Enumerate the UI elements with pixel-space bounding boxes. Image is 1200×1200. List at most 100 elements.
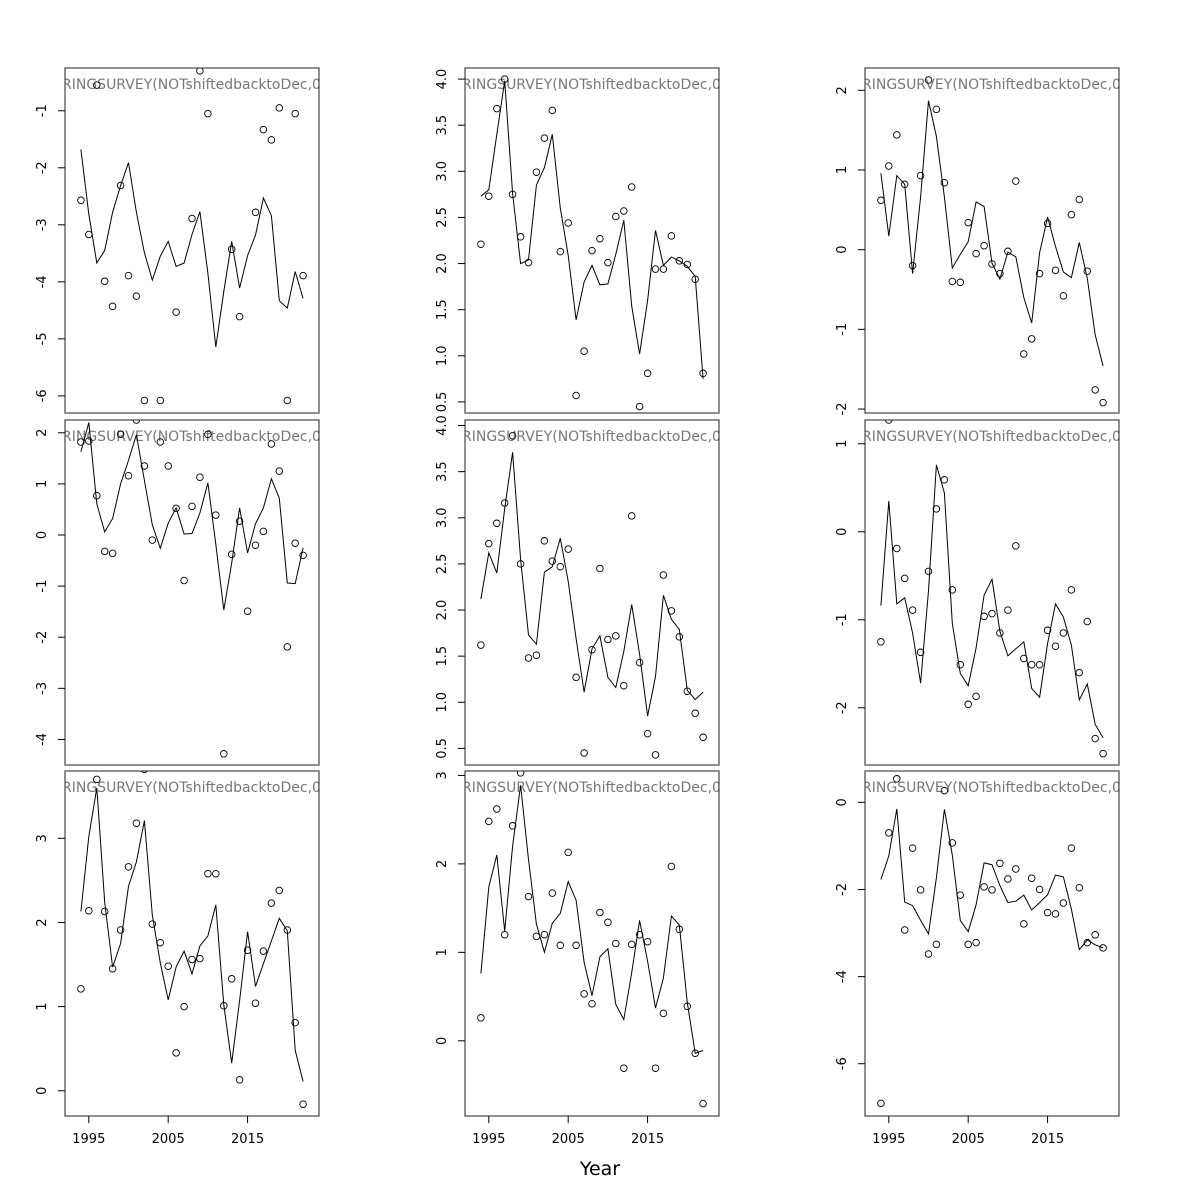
data-point bbox=[972, 249, 980, 258]
panel-frame bbox=[464, 67, 720, 414]
data-point bbox=[291, 539, 299, 547]
data-point bbox=[172, 308, 180, 316]
data-point bbox=[932, 940, 941, 949]
panel-content: RINGSURVEY(NOTshiftedbacktoDec,0sa bbox=[465, 771, 719, 1108]
data-point bbox=[77, 438, 85, 446]
fitted-line bbox=[880, 100, 1104, 367]
y-tick-label: 3.0 bbox=[435, 161, 450, 182]
data-point bbox=[1035, 660, 1044, 669]
data-point bbox=[500, 75, 509, 83]
panel-9: RINGSURVEY(NOTshiftedbacktoDec,0sa -6 -4 -2… bbox=[835, 770, 1120, 1147]
y-tick-label: -1 bbox=[35, 580, 50, 593]
data-point bbox=[675, 257, 684, 265]
panel-6: RINGSURVEY(NOTshiftedbacktoDec,0sa -2 -1 0 1 bbox=[835, 419, 1120, 766]
data-point bbox=[916, 171, 925, 180]
data-point bbox=[893, 131, 901, 139]
data-point bbox=[508, 822, 517, 830]
data-point bbox=[604, 918, 612, 927]
data-point bbox=[683, 1002, 692, 1011]
data-point bbox=[1051, 642, 1060, 650]
data-point bbox=[540, 930, 549, 939]
x-tick-label: 2015 bbox=[231, 1132, 264, 1147]
data-point bbox=[267, 136, 276, 144]
data-point bbox=[1075, 195, 1084, 204]
data-point bbox=[964, 700, 972, 709]
data-point bbox=[691, 275, 699, 283]
data-point bbox=[140, 462, 149, 470]
data-point bbox=[532, 932, 541, 941]
data-point bbox=[572, 941, 580, 950]
data-point bbox=[980, 612, 988, 621]
data-point bbox=[299, 1100, 307, 1108]
data-point bbox=[580, 749, 588, 757]
data-point bbox=[972, 692, 980, 701]
data-point bbox=[500, 499, 509, 507]
data-point bbox=[477, 641, 485, 649]
y-tick-label: -4 bbox=[835, 970, 850, 983]
panel-frame bbox=[864, 419, 1120, 766]
data-point bbox=[524, 892, 533, 901]
data-point bbox=[1059, 292, 1068, 300]
data-point bbox=[612, 212, 620, 221]
data-point bbox=[1027, 660, 1036, 669]
data-point bbox=[227, 550, 236, 559]
data-point bbox=[259, 125, 268, 134]
data-point bbox=[572, 673, 580, 682]
data-point bbox=[956, 278, 965, 287]
data-point bbox=[924, 950, 933, 958]
data-point bbox=[267, 440, 276, 448]
data-point bbox=[877, 638, 885, 646]
panel-title: RINGSURVEY(NOTshiftedbacktoDec,0sa bbox=[462, 429, 737, 445]
y-tick-label: 0 bbox=[835, 246, 850, 254]
data-point bbox=[556, 247, 565, 256]
data-point bbox=[893, 544, 901, 553]
y-tick-label: 3 bbox=[35, 834, 50, 842]
data-point bbox=[900, 574, 909, 583]
data-point bbox=[635, 402, 644, 411]
data-point bbox=[964, 940, 972, 949]
data-point bbox=[916, 886, 925, 894]
y-tick-label: 2 bbox=[835, 86, 850, 94]
data-point bbox=[940, 178, 949, 187]
data-point bbox=[77, 985, 85, 993]
data-point bbox=[116, 430, 125, 439]
data-point bbox=[235, 517, 244, 525]
data-point bbox=[148, 536, 157, 544]
y-tick-label: 2 bbox=[35, 429, 50, 437]
data-point bbox=[116, 181, 125, 190]
data-point bbox=[108, 302, 117, 311]
data-point bbox=[172, 1049, 180, 1057]
data-point bbox=[564, 545, 572, 553]
data-point bbox=[1075, 883, 1084, 892]
y-tick-label: 2 bbox=[435, 860, 450, 868]
data-point bbox=[651, 751, 660, 759]
data-point bbox=[1091, 386, 1099, 394]
y-tick-label: 2.0 bbox=[435, 600, 450, 621]
y-tick-label: 1 bbox=[435, 948, 450, 956]
data-point bbox=[188, 955, 196, 964]
data-point bbox=[275, 886, 284, 895]
data-point bbox=[508, 431, 517, 440]
data-point bbox=[659, 265, 668, 273]
data-point bbox=[275, 104, 284, 112]
y-tick-label: 3.5 bbox=[435, 461, 450, 482]
panel-content: RINGSURVEY(NOTshiftedbacktoDec,0sa bbox=[465, 75, 719, 411]
data-point bbox=[596, 564, 604, 573]
data-point bbox=[604, 258, 612, 267]
data-point bbox=[908, 261, 917, 270]
data-point bbox=[588, 645, 596, 654]
data-point bbox=[516, 560, 525, 568]
data-point bbox=[956, 660, 965, 669]
data-point bbox=[699, 369, 707, 378]
data-point bbox=[235, 1076, 244, 1084]
data-point bbox=[93, 81, 101, 89]
data-point bbox=[275, 467, 284, 475]
data-point bbox=[699, 1099, 707, 1108]
data-point bbox=[1035, 885, 1044, 894]
panel-content: RINGSURVEY(NOTshiftedbacktoDec,0sa bbox=[65, 420, 319, 758]
data-point bbox=[493, 805, 501, 813]
y-tick-label: -2 bbox=[35, 631, 50, 644]
panel-content: RINGSURVEY(NOTshiftedbacktoDec,0sa bbox=[65, 68, 319, 405]
data-point bbox=[108, 964, 117, 973]
data-point bbox=[659, 1009, 668, 1018]
